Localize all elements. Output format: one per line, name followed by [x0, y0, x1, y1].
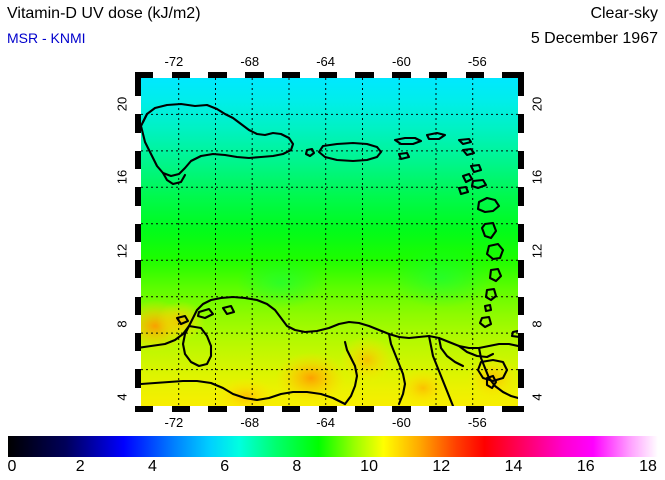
axis-frame-right [518, 72, 524, 412]
axis-frame-left [135, 72, 141, 412]
map-plot [135, 72, 524, 412]
ytick-left-0: 20 [114, 97, 130, 112]
ytick-left-1: 16 [114, 170, 130, 185]
ytick-right-0: 20 [529, 97, 545, 112]
colorbar-tick-4: 4 [147, 458, 157, 475]
uv-dose-heatmap [141, 78, 518, 406]
ytick-right-3: 8 [529, 319, 545, 328]
data-source-label: MSR - KNMI [7, 30, 86, 46]
date-label: 5 December 1967 [530, 30, 658, 47]
xtick-top-2: -64 [316, 54, 336, 69]
colorbar-tick-12: 12 [432, 458, 451, 475]
colorbar-tick-6: 6 [220, 458, 230, 475]
ytick-left-2: 12 [114, 243, 130, 258]
xtick-bottom-2: -64 [316, 415, 336, 430]
axis-frame-bottom [135, 406, 524, 412]
colorbar-tick-10: 10 [360, 458, 378, 475]
xtick-top-0: -72 [164, 54, 184, 69]
colorbar-tick-18: 18 [639, 458, 657, 475]
ytick-left-4: 4 [114, 393, 130, 401]
xtick-bottom-1: -68 [240, 415, 260, 430]
page-title: Vitamin-D UV dose (kJ/m2) [7, 5, 201, 22]
sky-condition-label: Clear-sky [590, 5, 658, 22]
ytick-right-2: 12 [529, 243, 545, 258]
xtick-top-4: -56 [467, 54, 487, 69]
ytick-right-1: 16 [529, 170, 545, 185]
xtick-bottom-3: -60 [392, 415, 411, 430]
axis-frame-top [135, 72, 524, 78]
colorbar-tick-0: 0 [7, 458, 17, 475]
xtick-top-3: -60 [392, 54, 411, 69]
xtick-bottom-4: -56 [467, 415, 487, 430]
colorbar-tick-14: 14 [504, 458, 523, 475]
colorbar-tick-2: 2 [75, 458, 85, 475]
colorbar-tick-16: 16 [576, 458, 595, 475]
ytick-right-4: 4 [529, 393, 545, 401]
xtick-bottom-0: -72 [164, 415, 184, 430]
colorbar-tick-8: 8 [292, 458, 302, 475]
uv-dose-colorbar [8, 436, 658, 457]
ytick-left-3: 8 [114, 319, 130, 328]
xtick-top-1: -68 [240, 54, 260, 69]
